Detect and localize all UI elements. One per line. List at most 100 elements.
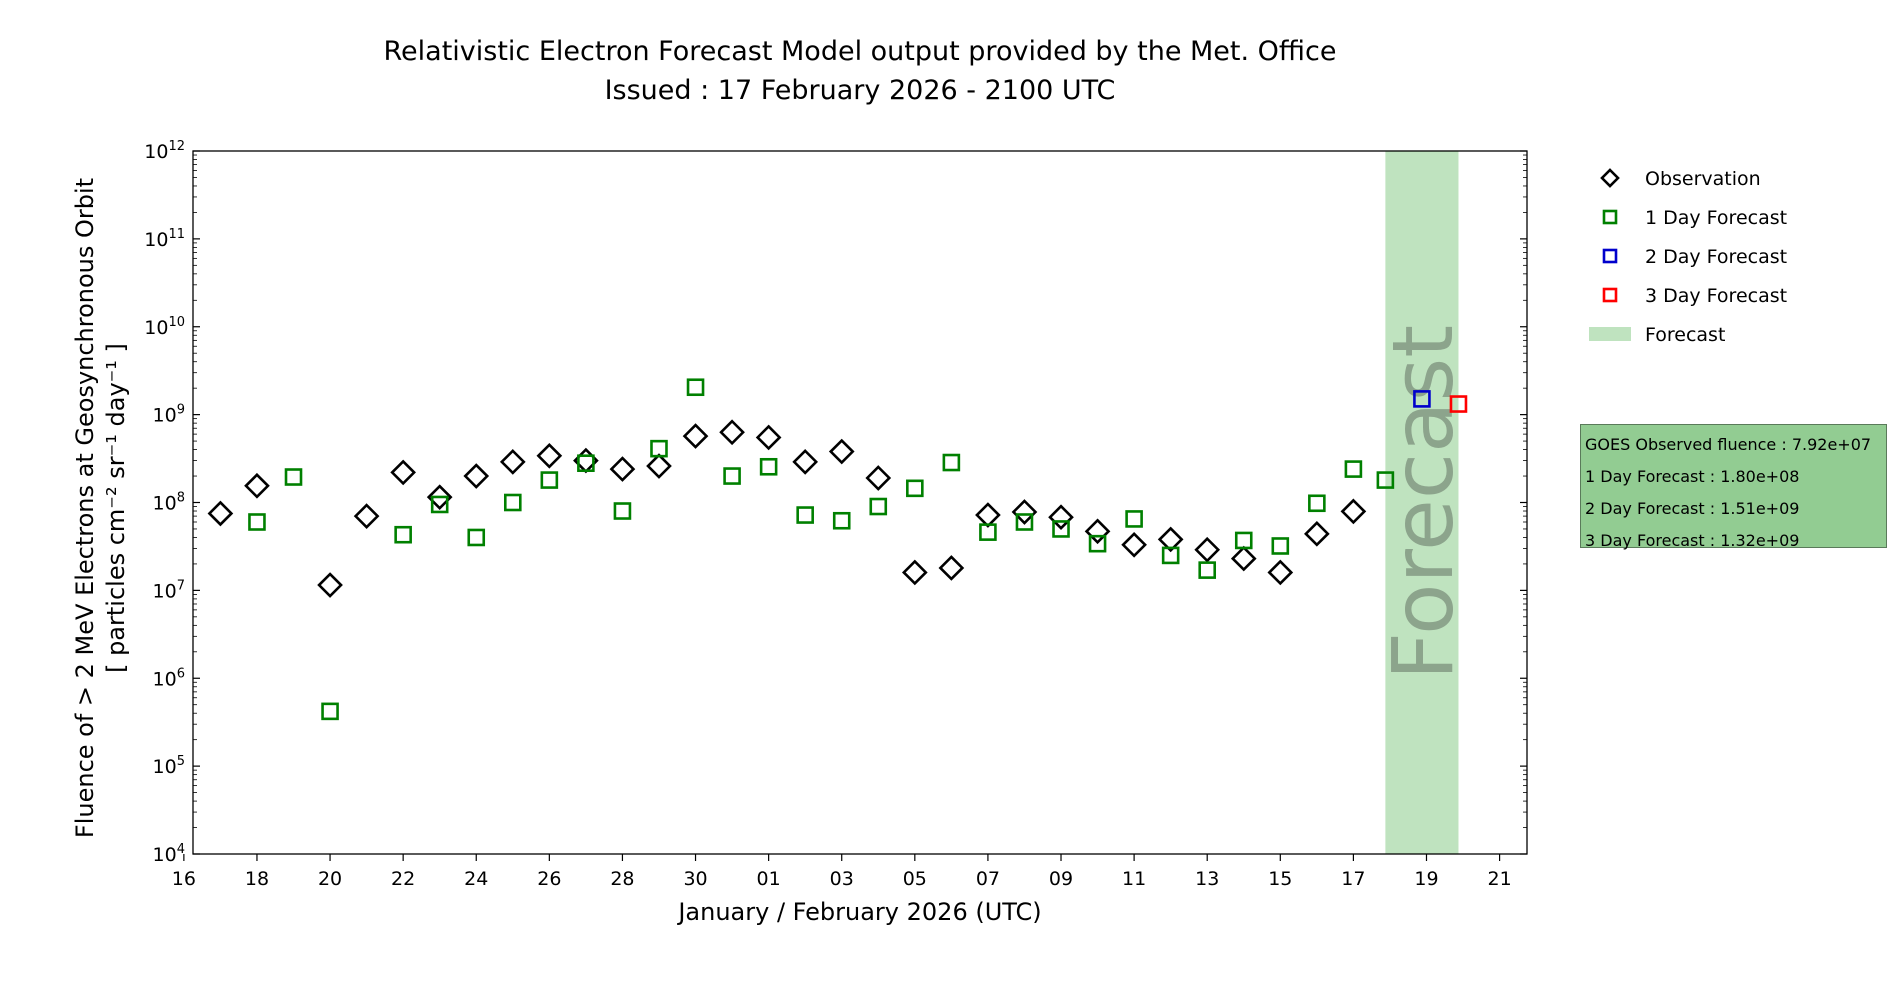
observation-point [646, 453, 672, 479]
1-day-forecast-point [869, 497, 888, 516]
x-tick-label: 03 [830, 868, 854, 890]
y-tick-label: 104 [153, 842, 185, 866]
observation-point [1157, 526, 1184, 553]
legend-label-forecast: Forecast [1645, 324, 1725, 346]
1-day-forecast-point [942, 453, 961, 472]
observation-point [901, 559, 928, 586]
1-day-forecast-point [284, 468, 303, 486]
day3-forecast-text: 3 Day Forecast : 1.32e+09 [1585, 531, 1800, 550]
1-day-forecast-point [650, 439, 668, 458]
legend-label-observation: Observation [1645, 168, 1761, 190]
x-tick-label: 22 [391, 868, 415, 890]
observation-point [244, 472, 270, 499]
observation-point [463, 463, 490, 489]
observation-point [755, 424, 782, 451]
1-day-forecast-point [686, 378, 705, 397]
x-tick-label: 24 [464, 868, 488, 890]
1-day-forecast-point [723, 467, 741, 485]
plot-frame [192, 150, 1528, 855]
1-day-forecast-point [1271, 537, 1290, 555]
x-tick-label: 15 [1268, 868, 1292, 890]
observation-point [536, 442, 563, 469]
y-tick-label: 1012 [144, 139, 185, 163]
y-tick-label: 1011 [144, 227, 185, 251]
chart-title: Relativistic Electron Forecast Model out… [190, 32, 1530, 110]
observation-point [828, 438, 855, 465]
1-day-forecast-point [1376, 471, 1395, 489]
observation-point [1194, 536, 1221, 563]
1-day-forecast-point [1161, 546, 1180, 565]
legend-observation-marker [1600, 168, 1620, 188]
1-day-forecast-point [906, 479, 924, 498]
1-day-forecast-point [1088, 534, 1107, 553]
observation-point [1084, 518, 1111, 545]
subtitle-line: Issued : 17 February 2026 - 2100 UTC [604, 75, 1116, 106]
1-day-forecast-point [613, 502, 632, 520]
observation-point [1304, 520, 1330, 547]
x-tick-label: 17 [1341, 868, 1365, 890]
forecast-band-label: Forecast [1374, 325, 1472, 680]
x-tick-label: 13 [1195, 868, 1219, 890]
legend-2-day-forecast-marker [1602, 248, 1618, 264]
legend-3-day-forecast-marker [1602, 287, 1618, 303]
1-day-forecast-point [1015, 513, 1034, 531]
y-tick-label: 105 [153, 754, 185, 778]
day2-forecast-text: 2 Day Forecast : 1.51e+09 [1585, 499, 1800, 518]
x-tick-label: 21 [1487, 868, 1511, 890]
observation-point [682, 423, 709, 449]
observation-point [938, 555, 965, 581]
y-tick-label: 108 [153, 491, 185, 515]
observation-point [390, 459, 416, 486]
observation-point [1121, 531, 1147, 558]
x-tick-label: 18 [245, 868, 269, 890]
1-day-forecast-point [394, 525, 412, 544]
1-day-forecast-point [503, 493, 522, 512]
day1-forecast-text: 1 Day Forecast : 1.80e+08 [1585, 467, 1800, 486]
observed-fluence-text: GOES Observed fluence : 7.92e+07 [1585, 435, 1872, 454]
2-day-forecast-point [1413, 390, 1431, 408]
1-day-forecast-point [1198, 561, 1217, 579]
x-tick-label: 01 [757, 868, 781, 890]
observation-point [719, 419, 745, 446]
observation-point [1267, 559, 1294, 586]
legend-1-day-forecast-marker [1602, 209, 1618, 225]
1-day-forecast-point [796, 506, 814, 524]
observation-point [353, 503, 380, 529]
1-day-forecast-point [467, 528, 486, 547]
title-line: Relativistic Electron Forecast Model out… [383, 36, 1337, 67]
forecast-band [1385, 151, 1459, 854]
x-tick-label: 19 [1414, 868, 1438, 890]
data-points [207, 378, 1468, 721]
observation-point [865, 465, 892, 491]
1-day-forecast-point [979, 523, 997, 541]
1-day-forecast-point [430, 495, 449, 514]
y-axis-label: Fluence of > 2 MeV Electrons at Geosynch… [71, 178, 99, 838]
legend-forecast-swatch [1589, 327, 1631, 341]
1-day-forecast-point [540, 471, 559, 489]
x-tick-label: 05 [903, 868, 927, 890]
legend-label-3-day-forecast: 3 Day Forecast [1645, 285, 1787, 307]
observation-point [1048, 504, 1074, 531]
1-day-forecast-point [832, 511, 851, 530]
x-tick-label: 07 [976, 868, 1000, 890]
fluence-summary-box: GOES Observed fluence : 7.92e+07 1 Day F… [1580, 424, 1887, 550]
1-day-forecast-point [577, 454, 595, 473]
observation-point [609, 456, 636, 482]
3-day-forecast-point [1449, 395, 1468, 413]
x-tick-labels: 16 18 20 22 24 26 28 30 01 03 05 07 09 11 13 15 17 19 21 [172, 868, 1512, 890]
observation-point [1340, 498, 1367, 525]
observation-point [426, 484, 453, 511]
legend: Observation 1 Day Forecast 2 Day Forecast 3… [1589, 168, 1787, 346]
legend-label-2-day-forecast: 2 Day Forecast [1645, 246, 1787, 268]
1-day-forecast-point [248, 513, 266, 531]
legend-label-1-day-forecast: 1 Day Forecast [1645, 207, 1787, 229]
y-tick-label: 106 [153, 666, 185, 690]
x-tick-label: 11 [1122, 868, 1146, 890]
y-tick-label: 107 [153, 578, 185, 602]
observation-point [792, 449, 819, 475]
y-tick-labels: 104 105 106 107 108 109 1010 1011 1012 [144, 139, 185, 866]
1-day-forecast-point [1308, 494, 1326, 513]
1-day-forecast-point [759, 457, 778, 476]
observation-point [975, 502, 1001, 528]
